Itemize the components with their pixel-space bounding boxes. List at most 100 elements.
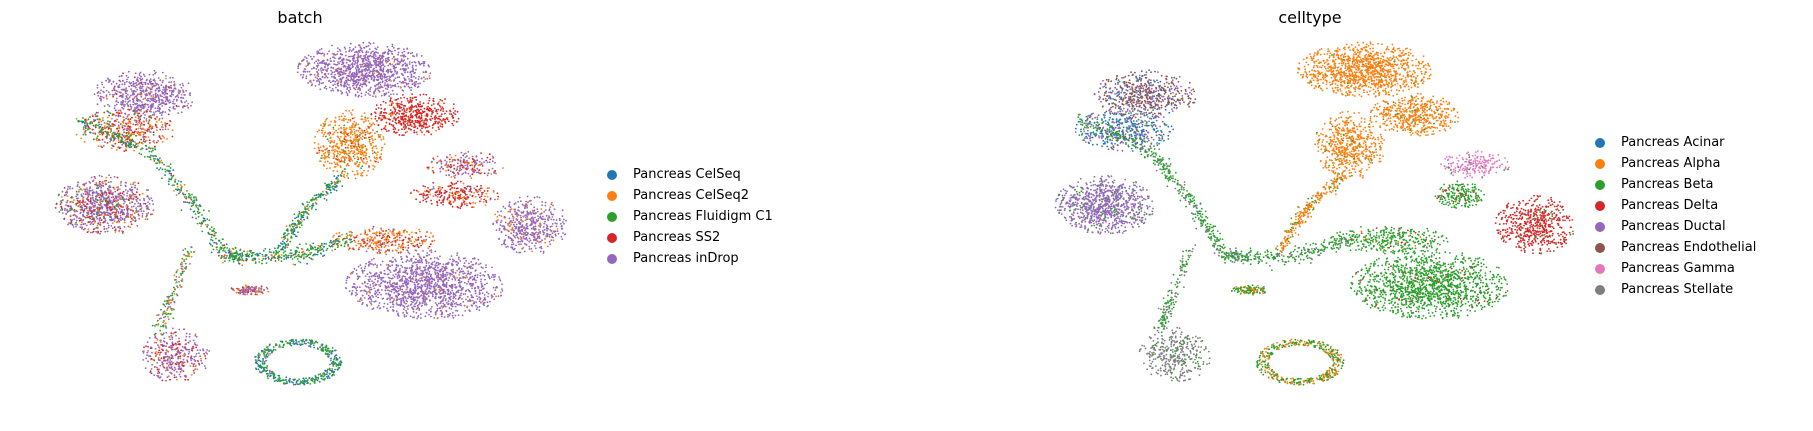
scatter-point	[396, 82, 399, 85]
scatter-point	[141, 86, 143, 88]
scatter-point	[445, 117, 448, 120]
scatter-point	[402, 63, 405, 66]
scatter-point	[408, 233, 411, 236]
scatter-point	[451, 205, 454, 208]
scatter-point	[436, 112, 439, 115]
scatter-point	[125, 92, 127, 95]
scatter-point	[114, 92, 117, 95]
scatter-point	[377, 241, 380, 244]
scatter-point	[348, 84, 350, 86]
scatter-point	[357, 60, 360, 63]
scatter-point	[339, 166, 342, 169]
scatter-point	[359, 157, 362, 159]
scatter-point	[360, 129, 363, 132]
scatter-point	[422, 199, 425, 202]
scatter-point	[134, 123, 137, 126]
scatter-point	[440, 194, 443, 197]
scatter-point	[363, 137, 366, 139]
scatter-point	[314, 85, 317, 87]
scatter-point	[327, 73, 330, 75]
scatter-point	[125, 80, 128, 83]
scatter-point	[129, 118, 132, 121]
scatter-point	[375, 244, 378, 247]
scatter-point	[401, 239, 404, 242]
scatter-point	[458, 196, 461, 199]
scatter-point	[99, 217, 101, 220]
scatter-point	[380, 246, 383, 248]
scatter-point	[395, 132, 397, 134]
scatter-point	[354, 93, 357, 96]
scatter-point	[444, 159, 446, 162]
scatter-point	[352, 60, 355, 62]
scatter-point	[78, 204, 80, 207]
scatter-point	[411, 64, 414, 67]
scatter-point	[396, 104, 399, 107]
scatter-point	[461, 203, 463, 206]
scatter-point	[75, 190, 78, 193]
scatter-point	[456, 168, 458, 171]
scatter-point	[142, 140, 145, 143]
scatter-point	[398, 113, 401, 115]
scatter-point	[134, 184, 137, 187]
scatter-point	[150, 110, 152, 113]
scatter-point	[551, 225, 553, 228]
scatter-point	[391, 63, 394, 66]
scatter-point	[389, 68, 392, 71]
scatter-point	[115, 82, 118, 85]
scatter-point	[169, 110, 171, 112]
scatter-point	[92, 230, 95, 233]
scatter-point	[324, 85, 327, 88]
scatter-point	[352, 56, 355, 59]
scatter-point	[345, 91, 348, 94]
scatter-point	[117, 86, 120, 88]
scatter-point	[404, 229, 406, 232]
scatter-point	[323, 133, 325, 136]
scatter-point	[404, 114, 407, 117]
scatter-point	[361, 246, 364, 248]
scatter-point	[444, 189, 446, 192]
scatter-point	[131, 92, 134, 95]
scatter-point	[97, 111, 99, 114]
scatter-point	[486, 156, 489, 159]
scatter-point	[466, 165, 469, 168]
scatter-point	[375, 248, 378, 251]
scatter-point	[402, 113, 405, 116]
scatter-point	[494, 213, 496, 216]
scatter-point	[352, 123, 354, 126]
scatter-point	[345, 70, 348, 72]
scatter-point	[377, 83, 379, 86]
scatter-point	[92, 179, 95, 182]
scatter-point	[165, 77, 167, 80]
scatter-point	[392, 117, 395, 120]
scatter-point	[332, 126, 335, 129]
scatter-point	[343, 161, 346, 164]
scatter-point	[349, 160, 351, 163]
scatter-point	[452, 107, 455, 110]
scatter-point	[364, 231, 367, 234]
scatter-point	[144, 129, 147, 132]
scatter-point	[175, 95, 178, 97]
scatter-point	[485, 192, 488, 195]
scatter-point	[381, 62, 384, 64]
scatter-point	[427, 196, 430, 199]
scatter-point	[82, 215, 84, 218]
scatter-point	[477, 171, 480, 174]
scatter-point	[401, 116, 404, 119]
scatter-point	[351, 147, 353, 150]
scatter-point	[156, 107, 159, 110]
scatter-point	[108, 105, 111, 108]
scatter-point	[320, 62, 322, 64]
scatter-point	[131, 201, 134, 204]
scatter-point	[171, 76, 174, 79]
scatter-point	[393, 240, 396, 242]
scatter-point	[140, 110, 142, 112]
scatter-point	[121, 126, 124, 129]
scatter-point	[376, 252, 379, 254]
scatter-point	[486, 187, 489, 190]
scatter-point	[101, 133, 104, 136]
scatter-point	[338, 137, 341, 140]
scatter-point	[369, 42, 372, 45]
scatter-point	[376, 64, 379, 67]
scatter-point	[168, 101, 171, 104]
scatter-point	[130, 217, 133, 220]
